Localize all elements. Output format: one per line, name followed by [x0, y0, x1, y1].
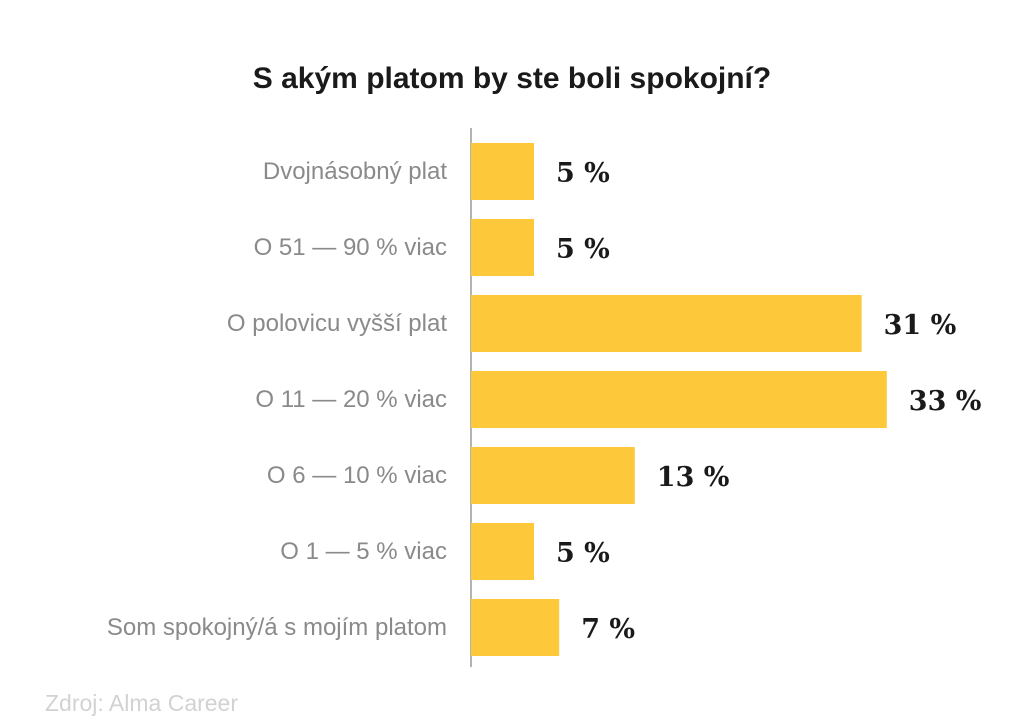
chart-title: S akým platom by ste boli spokojní?	[252, 62, 772, 95]
bar	[471, 143, 534, 200]
data-label: 5 %	[556, 234, 610, 265]
category-label: Dvojnásobný plat	[263, 158, 447, 185]
bar	[471, 599, 560, 656]
category-label: O polovicu vyšší plat	[227, 310, 447, 337]
data-label: 31 %	[884, 310, 957, 341]
data-label: 7 %	[581, 614, 635, 645]
data-label: 5 %	[556, 158, 610, 189]
category-label: Som spokojný/á s mojím platom	[107, 614, 447, 641]
bar	[471, 371, 887, 428]
bar	[471, 219, 534, 276]
source-note: Zdroj: Alma Career	[45, 690, 239, 716]
data-label: 13 %	[657, 462, 730, 493]
category-label: O 6 — 10 % viac	[267, 462, 447, 489]
bar	[471, 447, 635, 504]
category-label: O 11 — 20 % viac	[255, 386, 447, 413]
data-label: 5 %	[556, 538, 610, 569]
category-label: O 1 — 5 % viac	[280, 538, 447, 565]
category-label: O 51 — 90 % viac	[254, 234, 447, 261]
bar	[471, 295, 862, 352]
bar	[471, 523, 534, 580]
data-label: 33 %	[909, 386, 982, 417]
